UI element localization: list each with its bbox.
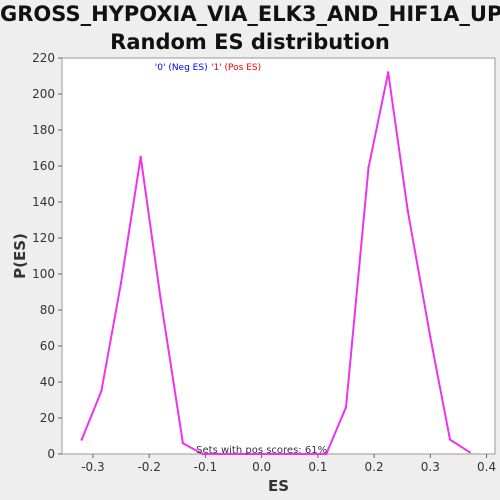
y-tick-label: 0 bbox=[47, 447, 55, 461]
data-point bbox=[119, 281, 123, 285]
x-tick-label: 0.3 bbox=[421, 460, 440, 474]
y-tick-label: 220 bbox=[32, 51, 55, 65]
data-point bbox=[367, 166, 370, 169]
plot-area bbox=[61, 57, 496, 455]
x-tick-label: -0.2 bbox=[137, 460, 160, 474]
legend: '0' (Neg ES) '1' (Pos ES) bbox=[155, 63, 261, 73]
series-layer bbox=[80, 71, 471, 456]
x-tick-label: -0.1 bbox=[194, 460, 217, 474]
y-tick-label: 80 bbox=[40, 303, 55, 317]
y-tick-label: 200 bbox=[32, 87, 55, 101]
data-point bbox=[159, 296, 162, 299]
x-tick-label: -0.3 bbox=[81, 460, 104, 474]
data-point bbox=[386, 71, 390, 74]
legend-entry: '0' (Neg ES) bbox=[155, 63, 208, 73]
y-tick-label: 120 bbox=[32, 231, 55, 245]
y-axis-label: P(ES) bbox=[11, 233, 29, 279]
data-point bbox=[406, 209, 410, 213]
data-point bbox=[100, 389, 103, 393]
pos-score-annotation: Sets with pos scores: 61% bbox=[196, 445, 327, 456]
data-point bbox=[80, 438, 83, 441]
data-point bbox=[139, 155, 142, 159]
y-tick-label: 160 bbox=[32, 159, 55, 173]
legend-entry: '1' (Pos ES) bbox=[211, 63, 261, 73]
y-axis: 0 20 40 60 80 100 120 140 160 180 200 220 bbox=[32, 51, 62, 461]
y-tick-label: 140 bbox=[32, 195, 55, 209]
x-tick-label: 0.4 bbox=[477, 460, 496, 474]
chart-title-line-1: GROSS_HYPOXIA_VIA_ELK3_AND_HIF1A_UP: bbox=[0, 2, 500, 26]
data-point bbox=[344, 406, 348, 409]
x-axis: -0.3 -0.2 -0.1 0.0 0.1 0.2 0.3 0.4 bbox=[81, 454, 496, 474]
y-tick-label: 180 bbox=[32, 123, 55, 137]
x-tick-label: 0.2 bbox=[365, 460, 384, 474]
y-tick-label: 100 bbox=[32, 267, 55, 281]
y-tick-label: 40 bbox=[40, 375, 55, 389]
x-tick-label: 0.0 bbox=[252, 460, 271, 474]
data-point bbox=[468, 451, 471, 454]
y-tick-label: 60 bbox=[40, 339, 55, 353]
data-point bbox=[448, 438, 452, 441]
x-tick-label: 0.1 bbox=[308, 460, 327, 474]
y-tick-label: 20 bbox=[40, 411, 55, 425]
x-axis-label: ES bbox=[268, 477, 289, 495]
chart-title: GROSS_HYPOXIA_VIA_ELK3_AND_HIF1A_UP: Ran… bbox=[0, 0, 500, 56]
data-point bbox=[325, 452, 328, 456]
chart-title-line-2: Random ES distribution bbox=[110, 30, 390, 54]
data-point bbox=[181, 442, 185, 445]
data-point bbox=[429, 335, 432, 339]
data-point bbox=[201, 452, 204, 456]
